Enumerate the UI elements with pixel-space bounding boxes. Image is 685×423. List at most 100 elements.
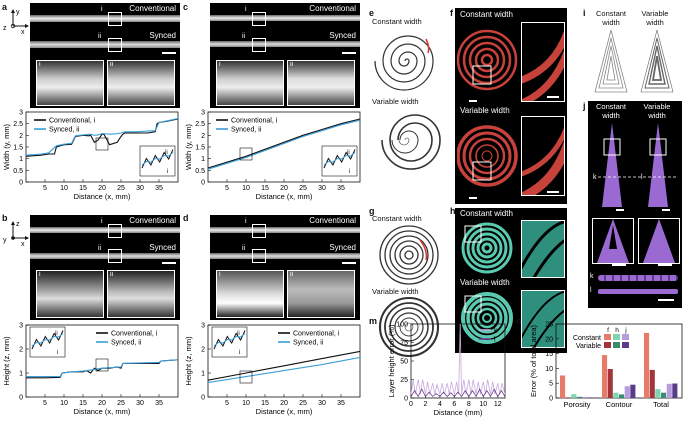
panel-label-g: g [369,206,375,216]
legend-group-label: f [607,327,609,334]
x-tick-label: 25 [117,400,125,407]
y-tick-label: 1.5 [13,145,23,152]
x-tick-label: 35 [155,400,163,407]
legend-label: Conventional, i [231,118,278,125]
x-tick-label: 10 [479,401,487,408]
x-tick-label: 20 [98,185,106,192]
j-photographs: Constant width Variable width k l k l [588,101,682,308]
panel-label-i: i [583,8,586,18]
y-tick-label: 1 [19,371,23,378]
x-tick-label: 10 [60,400,68,407]
y-tick-label: 5 [549,381,553,388]
bar [560,375,566,398]
legend-group-label: j [624,327,626,334]
x-tick-label: 35 [155,185,163,192]
x-tick-label: 5 [225,185,229,192]
y-tick-label: 2 [19,133,23,140]
inset-label-i: i [167,169,168,175]
bar [613,392,619,398]
y-tick-label: 10 [545,366,553,373]
h-photographs: Constant width Variable width [455,208,567,353]
series-line-1 [25,118,179,157]
y-axis-label: Width (y, mm) [184,123,193,170]
panel-label-f: f [450,8,453,18]
y-tick-label: 1 [201,156,205,163]
bar [649,369,655,398]
bar [661,392,667,398]
y-tick-label: 0 [404,396,408,403]
panel-label-h: h [450,206,456,216]
legend-swatch [622,342,629,348]
panel-label-m: m [369,316,378,326]
legend-label: Conventional, i [111,331,158,338]
y-tick-label: 100 [396,322,408,329]
bar [607,369,613,398]
panel-label-e: e [369,8,375,18]
y-axis-label: Layer height error (%) [387,324,396,397]
svg-text:z: z [16,221,20,228]
y-tick-label: 3 [19,110,23,117]
y-tick-label: 3 [201,323,205,330]
category-label: Porosity [563,400,590,409]
x-tick-label: 30 [136,400,144,407]
category-label: Contour [606,400,633,409]
x-tick-label: 5 [43,400,47,407]
y-tick-label: 75 [400,340,408,347]
zoom-box [95,358,109,372]
bar [624,386,630,398]
x-tick-label: 0 [409,401,413,408]
series-line-2 [26,359,179,378]
g-rings-variable [378,296,440,358]
category-label: Total [653,400,669,409]
series-line-1 [207,350,361,381]
y-tick-label: 0 [19,180,23,187]
inset-frame [29,326,66,358]
y-tick-label: 2 [19,347,23,354]
x-tick-label: 6 [452,401,456,408]
y-tick-label: 25 [545,322,553,329]
svg-text:x: x [21,241,25,248]
axis-x-label: x [21,29,25,36]
y-tick-label: 0.5 [13,168,23,175]
bar [588,397,594,398]
y-axis-label: Height (z, mm) [184,336,193,386]
y-tick-label: 3 [19,323,23,330]
x-tick-label: 15 [261,400,269,407]
panel-d-micrograph: i ii Conventional Synced i ii [210,215,360,320]
x-axis-label: Distance (x, mm) [256,407,313,416]
x-tick-label: 30 [318,185,326,192]
inset-label-ii: ii [347,150,350,156]
series-line-2 [207,356,361,384]
x-tick-label: 20 [280,185,288,192]
inset-label-i: i [57,350,58,356]
panel-a-micrograph: i ii Conventional Synced i ii [30,3,180,108]
panel-label-c: c [183,2,189,12]
legend-row-label: Constant [573,335,601,342]
chart-n: 0 5 10 15 20 25 Error (% of total area) Porosit… [529,322,683,409]
axis-glyph-a: y z x [3,9,29,36]
legend-label: Conventional, i [293,331,340,338]
inset-label-i: i [239,350,240,356]
inset-series-2 [31,333,64,347]
y-tick-label: 25 [400,377,408,384]
f-photographs: Constant width Variable width [455,8,567,204]
e-constant-label: Constant width [372,17,422,26]
x-tick-label: 10 [60,185,68,192]
legend-label: Synced, ii [111,340,142,347]
x-axis-label: Distance (x, mm) [74,192,131,201]
x-tick-label: 10 [242,185,250,192]
bar [565,397,571,398]
axis-y-label: y [16,9,20,16]
g-constant-label: Constant width [372,214,422,223]
label-ii: ii [98,33,102,40]
bar [582,396,588,398]
inset-frame [321,145,358,177]
legend-label: Synced, ii [231,127,262,134]
y-tick-label: 15 [545,351,553,358]
legend-label: Synced, ii [49,127,80,134]
y-tick-label: 2.5 [13,121,23,128]
bar [577,396,583,398]
x-tick-label: 35 [337,185,345,192]
e-variable-label: Variable width [372,97,419,106]
